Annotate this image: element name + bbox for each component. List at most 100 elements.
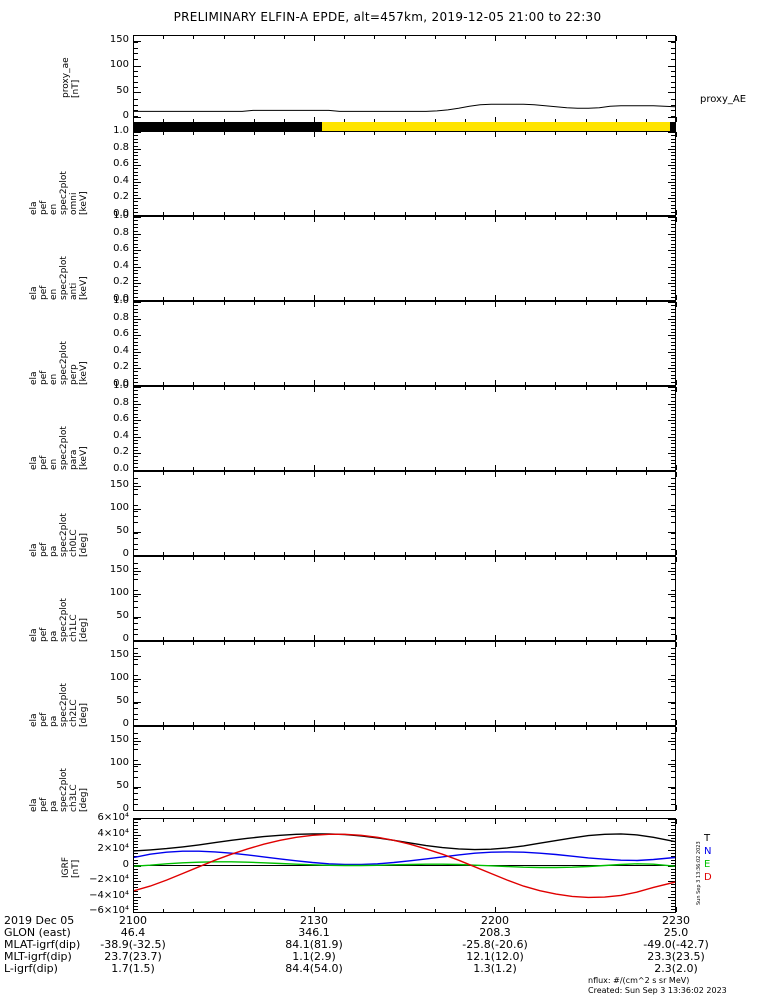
axis-tick-minor bbox=[134, 686, 138, 687]
y-axis-label-pa-ch3lc: ela pef pa spec2plot ch3LC [deg] bbox=[29, 767, 89, 812]
x-axis-tick-minor bbox=[585, 557, 587, 560]
axis-tick-minor bbox=[671, 139, 675, 140]
axis-tick-minor bbox=[671, 463, 675, 464]
x-axis-tick-minor bbox=[434, 472, 436, 475]
x-axis-tick-minor bbox=[434, 909, 436, 912]
x-axis-tick-minor bbox=[344, 212, 346, 215]
x-axis-tick-minor bbox=[404, 552, 406, 555]
x-axis-tick-minor bbox=[645, 297, 647, 300]
axis-tick-major bbox=[134, 725, 141, 726]
y-axis-label-en-para: ela pef en spec2plot para [keV] bbox=[29, 426, 89, 471]
axis-tick-minor bbox=[134, 205, 138, 206]
x-axis-tick-minor bbox=[283, 637, 285, 640]
x-axis-tick-minor bbox=[585, 909, 587, 912]
y-axis-label-line: ela bbox=[29, 628, 39, 642]
page-title: PRELIMINARY ELFIN-A EPDE, alt=457km, 201… bbox=[173, 10, 602, 24]
axis-tick-major bbox=[134, 66, 141, 67]
axis-tick-minor bbox=[134, 116, 138, 117]
axis-tick-minor bbox=[134, 549, 138, 550]
x-axis-tick-minor bbox=[555, 472, 557, 475]
axis-tick-minor bbox=[134, 708, 138, 709]
x-axis-tick bbox=[133, 472, 134, 477]
x-axis-tick-minor bbox=[585, 119, 587, 122]
x-axis-tick-minor bbox=[525, 472, 527, 475]
axis-tick-major bbox=[668, 741, 675, 742]
y-axis-label-line: [deg] bbox=[79, 702, 89, 727]
axis-tick-major bbox=[134, 509, 141, 510]
x-axis-tick-minor bbox=[404, 302, 406, 305]
x-axis-tick-minor bbox=[615, 297, 617, 300]
axis-tick-major bbox=[134, 385, 141, 386]
x-axis-tick bbox=[495, 380, 496, 385]
axis-tick-minor bbox=[671, 738, 675, 739]
axis-tick-minor bbox=[671, 749, 675, 750]
x-axis-tick-minor bbox=[404, 642, 406, 645]
x-axis-tick-minor bbox=[283, 467, 285, 470]
axis-tick-minor bbox=[134, 188, 138, 189]
x-axis-tick-minor bbox=[434, 119, 436, 122]
x-axis-tick-minor bbox=[223, 552, 225, 555]
x-axis-tick-minor bbox=[434, 302, 436, 305]
x-axis-tick bbox=[495, 805, 496, 810]
x-axis-tick-minor bbox=[193, 212, 195, 215]
axis-tick-minor bbox=[671, 146, 675, 147]
axis-tick-minor bbox=[134, 139, 138, 140]
y-axis-label-line: [deg] bbox=[79, 532, 89, 557]
x-axis-tick-minor bbox=[615, 212, 617, 215]
axis-tick-minor bbox=[671, 410, 675, 411]
x-axis-tick-minor bbox=[434, 557, 436, 560]
x-axis-tick bbox=[495, 819, 496, 824]
axis-tick-major bbox=[668, 656, 675, 657]
axis-tick-minor bbox=[671, 264, 675, 265]
axis-tick-minor bbox=[671, 538, 675, 539]
axis-tick-minor bbox=[671, 48, 675, 49]
axis-tick-minor bbox=[134, 342, 138, 343]
x-axis-tick-minor bbox=[253, 637, 255, 640]
axis-tick-minor bbox=[671, 460, 675, 461]
x-axis-tick-minor bbox=[223, 467, 225, 470]
axis-tick-minor bbox=[671, 371, 675, 372]
axis-tick-minor bbox=[134, 733, 138, 734]
bottom-value-l: 1.7(1.5) bbox=[111, 962, 155, 975]
axis-tick-major bbox=[668, 881, 675, 882]
axis-tick-minor bbox=[671, 168, 675, 169]
axis-tick-minor bbox=[671, 253, 675, 254]
x-axis-tick-minor bbox=[615, 909, 617, 912]
axis-tick-minor bbox=[134, 766, 138, 767]
axis-tick-major bbox=[134, 149, 141, 150]
x-axis-tick-minor bbox=[163, 132, 165, 135]
x-axis-tick-minor bbox=[283, 472, 285, 475]
axis-tick-major bbox=[668, 300, 675, 301]
axis-tick-major bbox=[134, 215, 141, 216]
axis-tick-minor bbox=[671, 316, 675, 317]
x-axis-tick-minor bbox=[253, 217, 255, 220]
y-tick-label: 150 bbox=[109, 649, 129, 660]
x-axis-tick-minor bbox=[163, 302, 165, 305]
x-axis-tick-minor bbox=[585, 212, 587, 215]
x-axis-tick-minor bbox=[464, 132, 466, 135]
axis-tick-minor bbox=[671, 417, 675, 418]
axis-tick-minor bbox=[671, 467, 675, 468]
axis-tick-minor bbox=[134, 872, 138, 873]
y-tick-label: 0.2 bbox=[113, 276, 129, 287]
x-axis-tick bbox=[495, 907, 496, 912]
axis-tick-minor bbox=[671, 714, 675, 715]
axis-tick-minor bbox=[134, 87, 138, 88]
x-axis-tick-minor bbox=[645, 557, 647, 560]
axis-tick-major bbox=[134, 420, 141, 421]
axis-tick-minor bbox=[134, 48, 138, 49]
axis-tick-major bbox=[668, 835, 675, 836]
footer-created: Created: Sun Sep 3 13:36:02 2023 bbox=[588, 986, 727, 995]
x-axis-tick-minor bbox=[525, 467, 527, 470]
x-axis-tick-minor bbox=[283, 217, 285, 220]
y-axis-label-line: ela bbox=[29, 798, 39, 812]
axis-tick-major bbox=[668, 509, 675, 510]
axis-tick-major bbox=[134, 41, 141, 42]
y-axis-label-proxy-ae: proxy_ae [nT] bbox=[61, 58, 81, 99]
y-axis-label-line: spec2plot bbox=[59, 767, 69, 812]
axis-tick-minor bbox=[671, 220, 675, 221]
y-axis-label-line: en bbox=[49, 458, 59, 471]
axis-tick-major bbox=[134, 594, 141, 595]
axis-tick-major bbox=[134, 787, 141, 788]
axis-tick-major bbox=[134, 283, 141, 284]
